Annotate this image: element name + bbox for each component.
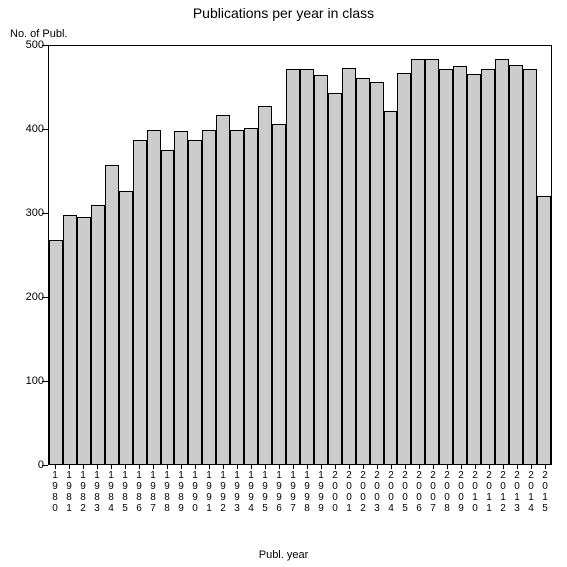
x-tick-label: 1983	[90, 468, 104, 514]
bar	[537, 196, 551, 464]
y-tick-label: 500	[4, 39, 44, 51]
x-tick-label: 2011	[482, 468, 496, 514]
bar	[202, 130, 216, 464]
publications-chart: Publications per year in class No. of Pu…	[0, 0, 567, 567]
bar	[286, 69, 300, 464]
x-tick-label: 2014	[524, 468, 538, 514]
x-tick-label: 2005	[398, 468, 412, 514]
x-tick-label: 1988	[160, 468, 174, 514]
x-tick-label: 1998	[300, 468, 314, 514]
x-tick-label: 2013	[510, 468, 524, 514]
plot-area	[48, 45, 552, 465]
x-tick-label: 2000	[328, 468, 342, 514]
chart-title: Publications per year in class	[0, 5, 567, 21]
bar	[230, 130, 244, 464]
bar	[509, 65, 523, 464]
x-tick-label: 2008	[440, 468, 454, 514]
x-tick-label: 2001	[342, 468, 356, 514]
x-tick-label: 1984	[104, 468, 118, 514]
bar	[384, 111, 398, 464]
x-tick-label: 1985	[118, 468, 132, 514]
bar	[174, 131, 188, 464]
y-tick-label: 100	[4, 375, 44, 387]
x-tick-label: 1982	[76, 468, 90, 514]
x-tick-label: 2004	[384, 468, 398, 514]
bar	[119, 191, 133, 464]
x-tick-label: 2015	[538, 468, 552, 514]
bar	[425, 59, 439, 464]
x-tick-label: 1987	[146, 468, 160, 514]
bar	[314, 75, 328, 464]
bar	[49, 240, 63, 464]
bar	[161, 150, 175, 464]
bar	[467, 74, 481, 464]
x-tick-label: 1986	[132, 468, 146, 514]
x-tick-label: 1996	[272, 468, 286, 514]
bar	[523, 69, 537, 464]
bar	[411, 59, 425, 464]
x-tick-label: 1990	[188, 468, 202, 514]
y-tick-label: 400	[4, 123, 44, 135]
bar	[328, 93, 342, 464]
bar	[216, 115, 230, 464]
x-tick-label: 1993	[230, 468, 244, 514]
x-tick-label: 1999	[314, 468, 328, 514]
x-tick-label: 2010	[468, 468, 482, 514]
x-axis-title: Publ. year	[0, 549, 567, 561]
bar	[91, 205, 105, 464]
bar	[258, 106, 272, 464]
bar	[342, 68, 356, 464]
x-tick-label: 1991	[202, 468, 216, 514]
bar	[397, 73, 411, 464]
bar	[77, 217, 91, 464]
x-tick-label: 2007	[426, 468, 440, 514]
y-tick-label: 0	[4, 459, 44, 471]
bar	[244, 128, 258, 464]
bar	[272, 124, 286, 464]
bar	[370, 82, 384, 464]
bar	[133, 140, 147, 464]
y-tick-label: 300	[4, 207, 44, 219]
x-tick-label: 2009	[454, 468, 468, 514]
bar	[439, 69, 453, 464]
bar	[495, 59, 509, 464]
bars-group	[49, 46, 551, 464]
bar	[147, 130, 161, 464]
x-tick-label: 2012	[496, 468, 510, 514]
x-tick-label: 1980	[48, 468, 62, 514]
y-tick-label: 200	[4, 291, 44, 303]
x-tick-label: 1997	[286, 468, 300, 514]
bar	[356, 78, 370, 464]
x-tick-label: 2006	[412, 468, 426, 514]
bar	[188, 140, 202, 464]
x-tick-label: 1992	[216, 468, 230, 514]
bar	[300, 69, 314, 464]
bar	[453, 66, 467, 464]
x-tick-label: 2002	[356, 468, 370, 514]
x-tick-label: 1994	[244, 468, 258, 514]
bar	[481, 69, 495, 464]
bar	[105, 165, 119, 464]
x-tick-label: 1989	[174, 468, 188, 514]
x-tick-label: 1981	[62, 468, 76, 514]
x-tick-label: 2003	[370, 468, 384, 514]
x-axis-labels: 1980198119821983198419851986198719881989…	[48, 468, 552, 514]
bar	[63, 215, 77, 464]
x-tick-label: 1995	[258, 468, 272, 514]
